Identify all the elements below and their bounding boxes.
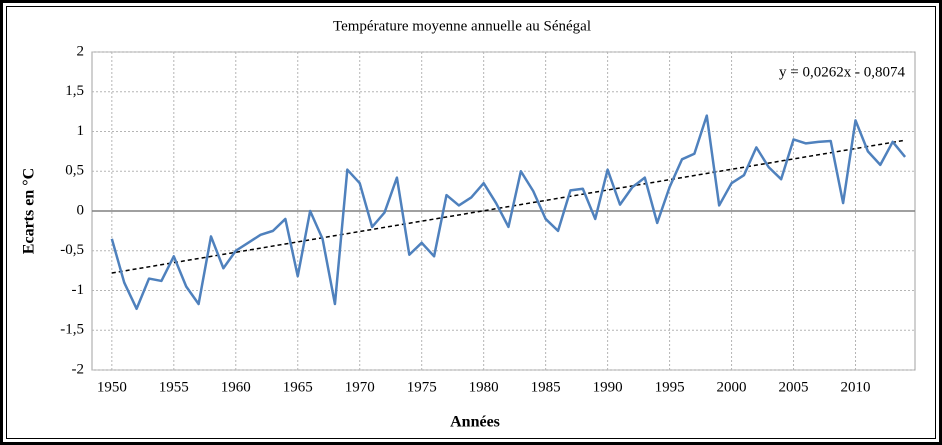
- y-tick-label: 1,5: [65, 83, 84, 99]
- x-tick-label: 2000: [717, 379, 747, 395]
- x-tick-label: 1960: [221, 379, 251, 395]
- x-tick-label: 1990: [593, 379, 623, 395]
- x-tick-label: 1975: [407, 379, 437, 395]
- x-tick-label: 1985: [531, 379, 561, 395]
- trend-equation: y = 0,0262x - 0,8074: [779, 64, 905, 80]
- chart-title: Température moyenne annuelle au Sénégal: [333, 18, 591, 34]
- y-tick-label: -2: [72, 361, 85, 377]
- y-axis-label: Ecarts en °C: [21, 168, 38, 254]
- x-tick-label: 1980: [469, 379, 499, 395]
- trend-line: [111, 139, 906, 274]
- y-tick-label: 2: [77, 43, 85, 59]
- x-tick-label: 1995: [655, 379, 685, 395]
- y-tick-label: -0,5: [60, 242, 84, 258]
- x-tick-label: 1955: [159, 379, 189, 395]
- y-tick-label: 0: [77, 202, 85, 218]
- x-tick-label: 2005: [779, 379, 809, 395]
- y-tick-label: -1,5: [60, 322, 84, 338]
- x-tick-label: 1950: [97, 379, 127, 395]
- x-tick-label: 1965: [283, 379, 313, 395]
- data-line: [110, 114, 907, 311]
- inner-frame: [6, 6, 936, 439]
- y-tick-label: -1: [72, 282, 85, 298]
- x-axis-label: Années: [450, 414, 500, 431]
- y-tick-label: 1: [77, 123, 85, 139]
- x-tick-label: 2010: [841, 379, 871, 395]
- y-tick-label: 0,5: [65, 163, 84, 179]
- x-tick-label: 1970: [345, 379, 375, 395]
